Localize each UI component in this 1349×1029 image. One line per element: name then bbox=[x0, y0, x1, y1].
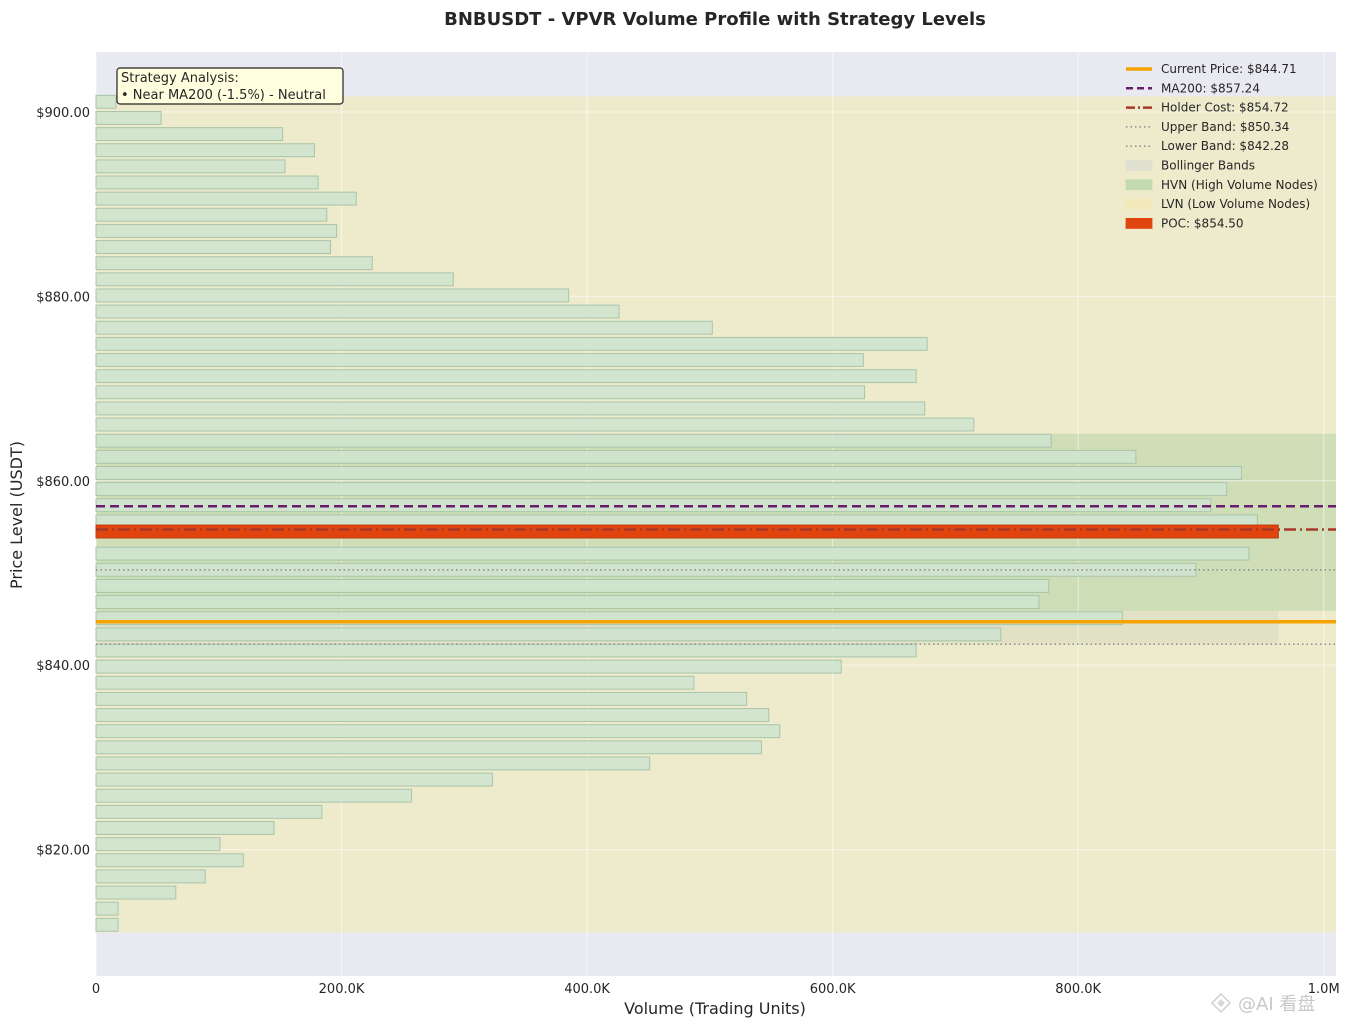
legend-swatch bbox=[1125, 217, 1153, 229]
volume-bar bbox=[95, 869, 206, 884]
volume-bar bbox=[95, 659, 842, 674]
volume-bar bbox=[95, 175, 319, 190]
legend-label: Bollinger Bands bbox=[1161, 159, 1255, 173]
volume-bar bbox=[95, 788, 413, 803]
legend-entry: POC: $854.50 bbox=[1125, 216, 1244, 230]
volume-bar bbox=[95, 756, 651, 771]
volume-bar bbox=[95, 369, 917, 384]
volume-bar bbox=[95, 595, 1040, 610]
volume-bar bbox=[95, 482, 1228, 497]
legend-label: Holder Cost: $854.72 bbox=[1161, 101, 1289, 115]
volume-bar bbox=[95, 691, 748, 706]
volume-bar bbox=[95, 191, 357, 206]
watermark: @AI 看盘 bbox=[1210, 992, 1315, 1015]
legend-entry: HVN (High Volume Nodes) bbox=[1125, 178, 1318, 192]
volume-bar bbox=[95, 304, 620, 319]
x-axis-label: Volume (Trading Units) bbox=[624, 999, 806, 1018]
volume-bar bbox=[95, 917, 119, 932]
volume-bar bbox=[95, 740, 762, 755]
volume-bar bbox=[95, 772, 494, 787]
volume-bar bbox=[95, 336, 928, 351]
volume-bar bbox=[95, 708, 770, 722]
y-tick-label: $840.00 bbox=[36, 659, 90, 674]
volume-bar bbox=[95, 240, 331, 254]
annotation-box bbox=[116, 67, 344, 105]
legend-entry: Upper Band: $850.34 bbox=[1126, 120, 1289, 134]
y-axis-label: Price Level (USDT) bbox=[7, 441, 26, 589]
y-tick-label: $900.00 bbox=[36, 106, 90, 121]
volume-bar bbox=[95, 256, 373, 271]
volume-bar bbox=[95, 223, 338, 238]
y-tick-label: $880.00 bbox=[36, 290, 90, 305]
volume-bar bbox=[95, 320, 713, 335]
volume-bar bbox=[95, 159, 286, 174]
x-axis-ticks: 0 200.0K 400.0K 600.0K 800.0K 1.0M bbox=[92, 982, 1340, 997]
volume-bar bbox=[95, 385, 866, 400]
annotation-line-1: Strategy Analysis: bbox=[121, 71, 239, 86]
legend-label: HVN (High Volume Nodes) bbox=[1161, 178, 1318, 192]
x-tick-label: 600.0K bbox=[810, 982, 856, 997]
volume-bar bbox=[95, 272, 454, 287]
volume-bar bbox=[95, 885, 177, 900]
y-axis-ticks: $900.00 $880.00 $860.00 $840.00 $820.00 bbox=[36, 106, 90, 859]
volume-bar bbox=[95, 643, 917, 658]
volume-bar bbox=[95, 578, 1050, 593]
volume-bar bbox=[95, 901, 119, 916]
volume-bar bbox=[95, 207, 328, 222]
x-tick-label: 1.0M bbox=[1308, 982, 1340, 997]
volume-bar bbox=[95, 353, 864, 367]
y-tick-label: $820.00 bbox=[36, 844, 90, 859]
chart-title: BNBUSDT - VPVR Volume Profile with Strat… bbox=[444, 9, 986, 30]
legend-swatch bbox=[1125, 179, 1153, 191]
legend-swatch bbox=[1125, 160, 1153, 171]
volume-bar bbox=[95, 853, 244, 868]
annotation-line-2: • Near MA200 (-1.5%) - Neutral bbox=[121, 88, 326, 103]
volume-bar bbox=[95, 466, 1242, 480]
strategy-levels-layer bbox=[96, 505, 1336, 645]
volume-bar bbox=[95, 401, 926, 416]
volume-bar bbox=[95, 110, 162, 125]
legend-label: Lower Band: $842.28 bbox=[1161, 139, 1289, 153]
volume-bar bbox=[95, 675, 695, 690]
legend-entry: LVN (Low Volume Nodes) bbox=[1125, 197, 1310, 211]
volume-bar bbox=[95, 143, 316, 158]
x-tick-label: 0 bbox=[92, 982, 100, 997]
legend-entry: Lower Band: $842.28 bbox=[1126, 139, 1289, 153]
volume-bar bbox=[95, 94, 117, 109]
legend: Current Price: $844.71 MA200: $857.24 Hold… bbox=[1125, 62, 1318, 230]
legend-label: POC: $854.50 bbox=[1161, 216, 1244, 230]
volume-bar bbox=[95, 433, 1052, 448]
legend-entry: Current Price: $844.71 bbox=[1126, 62, 1297, 76]
legend-label: Current Price: $844.71 bbox=[1161, 62, 1297, 76]
volume-bar bbox=[95, 417, 975, 432]
volume-bar bbox=[95, 288, 570, 303]
watermark-text: @AI 看盘 bbox=[1238, 994, 1315, 1015]
poc-bar bbox=[95, 524, 1279, 539]
volume-bar bbox=[95, 724, 781, 739]
legend-entry: Bollinger Bands bbox=[1125, 159, 1255, 173]
volume-bar bbox=[95, 627, 1002, 642]
legend-entry: Holder Cost: $854.72 bbox=[1126, 101, 1289, 115]
y-tick-label: $860.00 bbox=[36, 475, 90, 490]
volume-bar bbox=[95, 127, 284, 142]
volume-bar bbox=[95, 837, 221, 852]
x-tick-label: 200.0K bbox=[319, 982, 365, 997]
volume-bars-layer bbox=[95, 94, 1279, 932]
x-tick-label: 800.0K bbox=[1055, 982, 1101, 997]
legend-swatch bbox=[1125, 198, 1153, 210]
watermark-logo-icon bbox=[1210, 992, 1232, 1014]
strategy-annotation: Strategy Analysis: • Near MA200 (-1.5%) … bbox=[116, 67, 344, 105]
x-tick-label: 400.0K bbox=[564, 982, 610, 997]
legend-label: MA200: $857.24 bbox=[1161, 81, 1260, 95]
legend-entry: MA200: $857.24 bbox=[1126, 81, 1260, 95]
volume-bar bbox=[95, 821, 275, 835]
legend-label: LVN (Low Volume Nodes) bbox=[1161, 197, 1310, 211]
volume-bar bbox=[95, 498, 1212, 513]
volume-bar bbox=[95, 449, 1137, 464]
volume-bar bbox=[95, 804, 323, 819]
legend-label: Upper Band: $850.34 bbox=[1161, 120, 1289, 134]
volume-bar bbox=[95, 546, 1250, 561]
